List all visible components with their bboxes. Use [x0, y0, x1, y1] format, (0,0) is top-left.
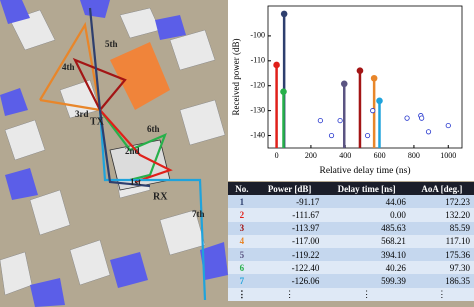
y-axis-label: Received power (dB) [231, 39, 241, 116]
minor-ray [337, 117, 343, 124]
stem-head [376, 97, 383, 105]
table-cell: 40.26 [323, 261, 410, 275]
table-cell: 97.30 [409, 261, 474, 275]
table-cell: 85.59 [409, 221, 474, 235]
x-axis-label: Relative delay time (ns) [319, 165, 410, 176]
table-cell: 7 [228, 274, 256, 288]
table-cell: 172.23 [409, 195, 474, 209]
table-row: 1 -91.17 44.06 172.23 [228, 195, 474, 209]
table-cell: 117.10 [409, 234, 474, 248]
data-table: No. Power [dB] Delay time [ns] AoA [deg.] 1-… [228, 182, 474, 301]
table-cell: 2 [228, 208, 256, 222]
stem-head [273, 61, 280, 69]
x-tick-label: 1000 [440, 151, 456, 160]
x-tick-label: 400 [339, 151, 351, 160]
y-tick-label: -110 [251, 56, 265, 65]
header-cell: Power [dB] [255, 182, 324, 196]
table-cell: -117.00 [255, 234, 324, 248]
ray-label: 7th [192, 209, 205, 219]
table-cell: ⋮ [228, 287, 256, 301]
table-row: 5 -119.22 394.10 175.36 [228, 247, 474, 262]
table-cell: 568.21 [323, 234, 410, 248]
ray-label: TX [90, 116, 105, 127]
minor-ray [425, 129, 432, 135]
table-cell: -113.97 [255, 221, 324, 235]
table-row: 2 -111.67 0.00 132.20 [228, 208, 474, 222]
table-cell: 1 [228, 195, 256, 209]
x-tick-label: 0 [275, 151, 279, 160]
header-row: No. Power [dB] Delay time [ns] AoA [deg.] [228, 182, 474, 196]
minor-ray [317, 117, 323, 124]
minor-ray [404, 115, 410, 121]
y-tick-label: -130 [250, 105, 265, 114]
plot-frame [267, 5, 463, 149]
table-cell: 4 [228, 234, 256, 248]
stem-head [370, 74, 378, 82]
table-cell: 44.06 [323, 195, 410, 209]
table-cell: 394.10 [323, 247, 410, 262]
table-cell: ⋮ [323, 287, 410, 301]
minor-ray [364, 132, 371, 139]
ray-label: 5th [105, 39, 118, 49]
ray-label: 1st [130, 177, 141, 187]
table-row: 7 -126.06 599.39 186.35 [228, 274, 474, 288]
table-cell: 186.35 [409, 274, 474, 288]
ray-label: 4th [62, 62, 75, 72]
table-cell: ⋮ [255, 287, 324, 301]
stem-head [280, 10, 288, 18]
x-tick-label: 600 [374, 151, 386, 160]
stem-head [340, 80, 348, 88]
header-cell: Delay time [ns] [323, 182, 410, 196]
y-tick-label: -120 [250, 81, 265, 90]
table-cell: 6 [228, 261, 256, 275]
ray-label: 3rd [75, 109, 89, 119]
table-row: 6 -122.40 40.26 97.30 [228, 261, 474, 275]
table-cell: -119.22 [255, 247, 324, 262]
ray-label: 2nd [125, 146, 140, 156]
table-row: 4 -117.00 568.21 117.10 [228, 234, 474, 248]
table-cell: 132.20 [409, 208, 474, 222]
x-tick-label: 800 [408, 151, 420, 160]
table-cell: -122.40 [255, 261, 324, 275]
table-row: 3 -113.97 485.63 85.59 [228, 221, 474, 235]
minor-ray [328, 132, 335, 139]
header-cell: No. [228, 182, 256, 196]
table-cell: 5 [228, 247, 256, 262]
stem-head [356, 67, 364, 74]
ellipsis-row: ⋮ ⋮ ⋮ ⋮ [228, 287, 474, 301]
chart-panel [228, 0, 474, 181]
table-cell: 0.00 [323, 208, 410, 222]
table-cell: -126.06 [255, 274, 324, 288]
minor-ray [370, 108, 376, 114]
stem-head [280, 88, 287, 95]
table-cell: 175.36 [409, 247, 474, 262]
ray-label: 6th [147, 124, 160, 134]
table-cell: 599.39 [323, 274, 410, 288]
table-cell: 3 [228, 221, 256, 235]
x-tick-label: 200 [305, 151, 317, 160]
minor-ray [445, 122, 451, 129]
table-cell: ⋮ [409, 287, 474, 301]
table-cell: 485.63 [323, 221, 410, 235]
y-tick-label: -100 [250, 31, 265, 40]
ray-label: RX [153, 191, 168, 202]
minor-ray [419, 115, 425, 121]
y-tick-label: -140 [250, 130, 265, 139]
table-cell: -91.17 [255, 195, 324, 209]
table-cell: -111.67 [255, 208, 324, 222]
header-cell: AoA [deg.] [409, 182, 474, 196]
